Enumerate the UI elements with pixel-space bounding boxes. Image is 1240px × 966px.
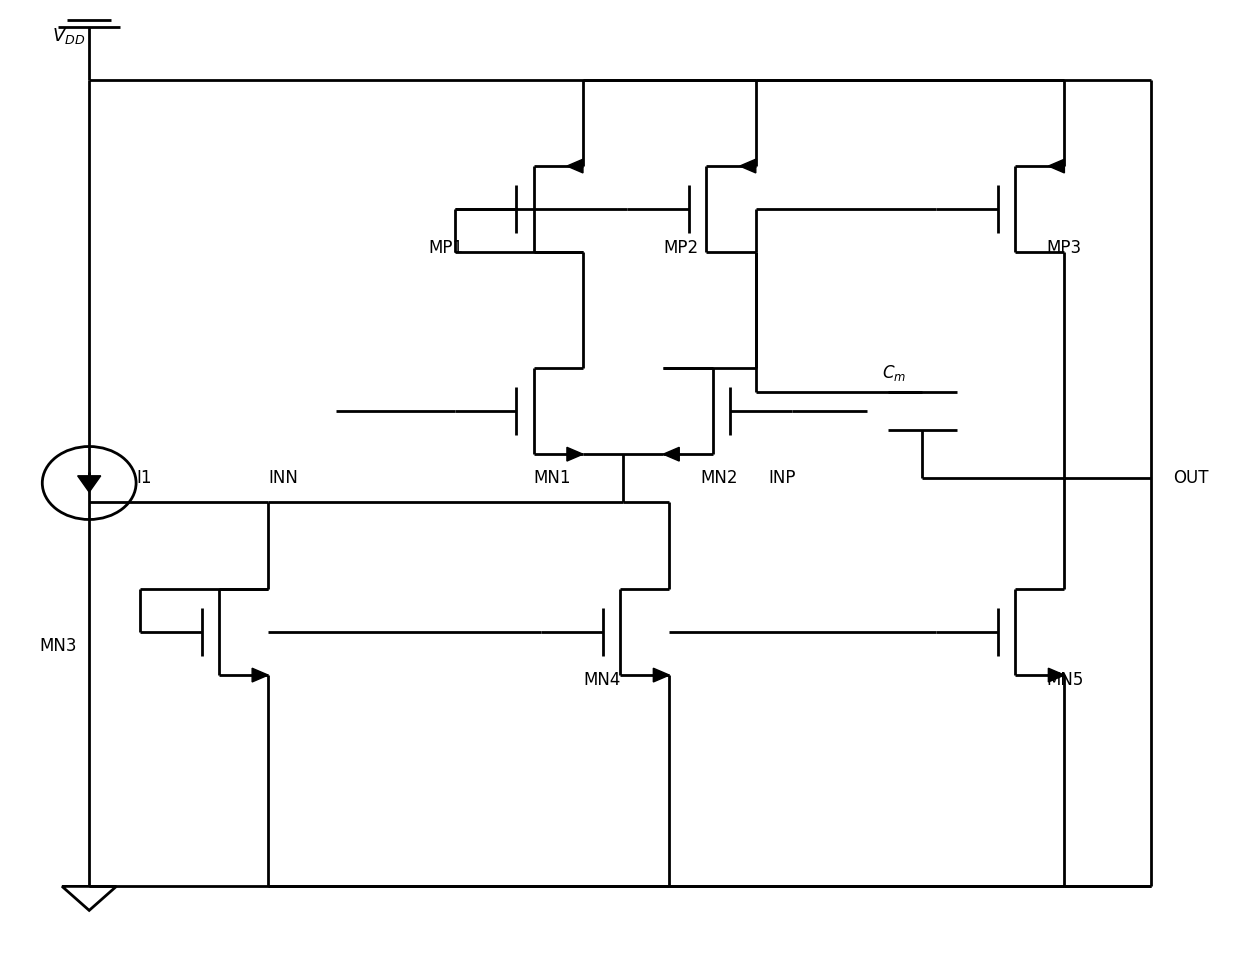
Polygon shape <box>1048 159 1064 173</box>
Text: MN5: MN5 <box>1045 671 1084 689</box>
Polygon shape <box>1048 668 1064 682</box>
Polygon shape <box>663 447 680 461</box>
Text: MP1: MP1 <box>429 239 464 257</box>
Text: MN2: MN2 <box>701 469 738 487</box>
Text: I1: I1 <box>136 469 151 487</box>
Text: INP: INP <box>768 469 796 487</box>
Polygon shape <box>567 159 583 173</box>
Polygon shape <box>252 668 268 682</box>
Polygon shape <box>653 668 670 682</box>
Text: MN4: MN4 <box>583 671 620 689</box>
Text: MP3: MP3 <box>1045 239 1081 257</box>
Polygon shape <box>78 476 100 492</box>
Text: MP2: MP2 <box>663 239 698 257</box>
Text: MN1: MN1 <box>533 469 572 487</box>
Text: $V_{DD}$: $V_{DD}$ <box>52 26 86 46</box>
Polygon shape <box>567 447 583 461</box>
Text: $C_m$: $C_m$ <box>882 362 906 383</box>
Polygon shape <box>62 887 117 910</box>
Text: OUT: OUT <box>1173 469 1209 487</box>
Polygon shape <box>740 159 756 173</box>
Text: MN3: MN3 <box>40 638 77 655</box>
Text: INN: INN <box>268 469 298 487</box>
